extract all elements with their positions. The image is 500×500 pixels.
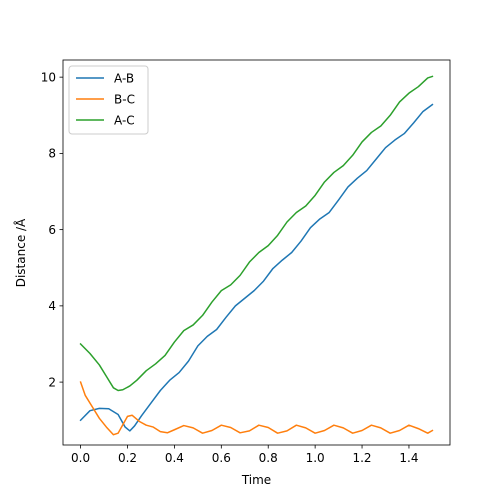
y-tick-label: 2 — [48, 375, 56, 389]
x-tick-label: 1.2 — [352, 451, 371, 465]
y-tick-label: 8 — [48, 147, 56, 161]
axes-frame — [62, 59, 451, 446]
legend: A-B B-C A-C — [68, 65, 149, 135]
series-line-a-b — [79, 103, 434, 432]
y-tick-label: 4 — [48, 299, 56, 313]
y-tick-label: 10 — [41, 70, 56, 84]
legend-label-a-b: A-B — [114, 71, 134, 85]
x-tick-label: 0.2 — [118, 451, 137, 465]
legend-label-b-c: B-C — [114, 92, 135, 106]
x-tick-label: 0.0 — [71, 451, 90, 465]
x-tick-label: 0.4 — [165, 451, 184, 465]
x-tick-label: 1.0 — [306, 451, 325, 465]
x-tick-label: 0.8 — [259, 451, 278, 465]
series-line-a-c — [79, 75, 434, 392]
y-tick-label: 6 — [48, 223, 56, 237]
legend-label-a-c: A-C — [114, 113, 135, 127]
y-axis-label: Distance /Å — [13, 218, 28, 287]
axes: 0.0 0.2 0.4 0.6 0.8 1.0 1.2 1.4 2 4 6 8 10 — [41, 59, 451, 465]
series-line-b-c — [79, 381, 434, 436]
legend-box — [68, 65, 149, 135]
plot-area — [79, 75, 434, 436]
x-axis-label: Time — [241, 473, 271, 487]
x-tick-label: 0.6 — [212, 451, 231, 465]
x-tick-label: 1.4 — [399, 451, 418, 465]
